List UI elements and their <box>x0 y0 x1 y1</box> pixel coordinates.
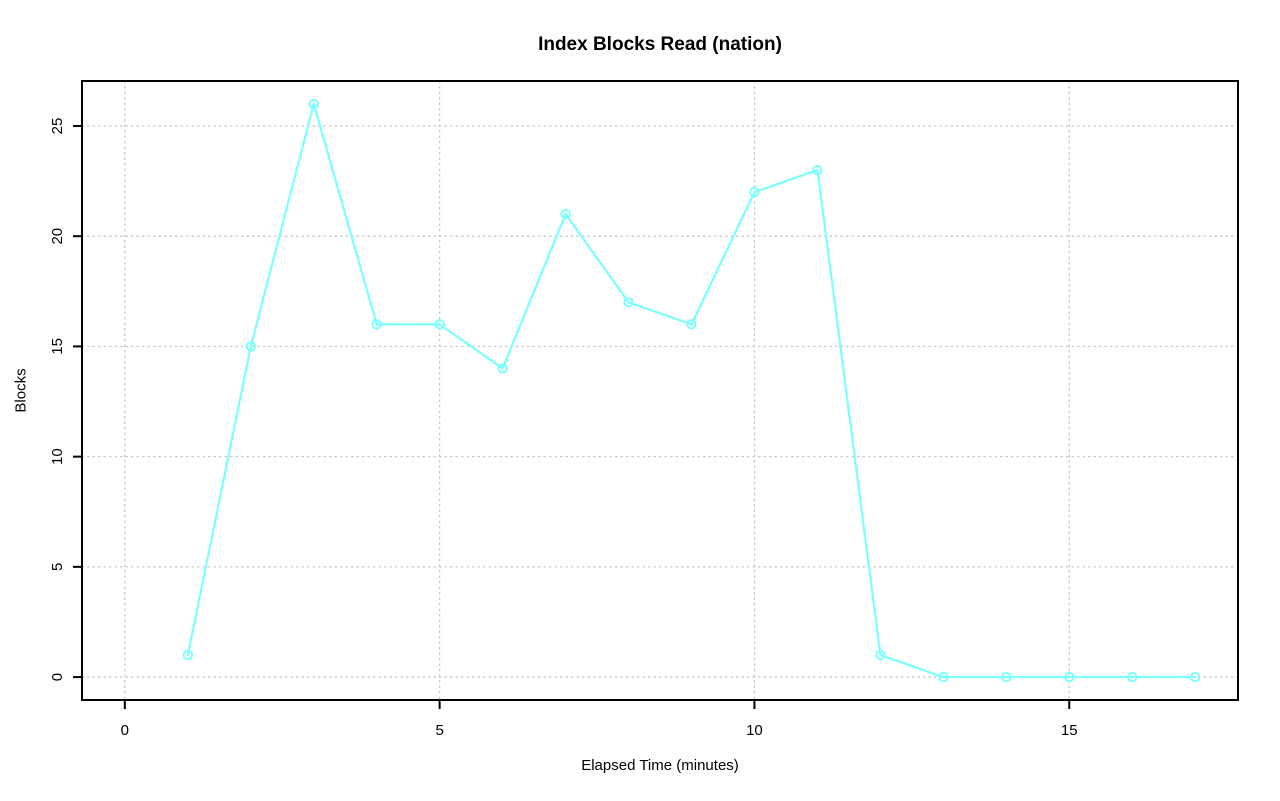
data-point <box>308 98 319 110</box>
y-tick-label: 0 <box>49 673 66 681</box>
data-point <box>749 186 760 198</box>
x-tick-label: 0 <box>121 722 129 739</box>
data-point <box>938 671 949 683</box>
x-tick-label: 5 <box>435 722 443 739</box>
data-point <box>1189 671 1201 683</box>
plot-box <box>81 80 1239 701</box>
y-axis-ticks: 0 5 10 15 20 25 <box>49 118 82 681</box>
y-tick-label: 15 <box>49 338 66 355</box>
data-point <box>245 341 256 352</box>
data-line <box>186 102 1197 679</box>
data-point <box>371 319 382 330</box>
x-tick-label: 10 <box>746 722 763 739</box>
data-point <box>1064 671 1075 683</box>
data-point <box>497 363 508 374</box>
y-tick-label: 5 <box>49 563 66 571</box>
y-tick-label: 25 <box>49 118 66 135</box>
data-point <box>1127 671 1138 683</box>
data-point <box>686 319 697 330</box>
chart-title: Index Blocks Read (nation) <box>538 34 782 55</box>
x-axis-ticks: 0 5 10 15 <box>121 700 1078 739</box>
x-axis-label: Elapsed Time (minutes) <box>581 757 739 774</box>
data-point <box>560 208 571 220</box>
y-tick-label: 20 <box>49 228 66 245</box>
x-tick-label: 15 <box>1061 722 1078 739</box>
data-points <box>182 98 1201 683</box>
data-point <box>434 319 445 330</box>
data-point <box>812 164 823 176</box>
data-point <box>875 649 886 661</box>
gridlines <box>81 80 1239 701</box>
data-point <box>623 297 634 308</box>
y-tick-label: 10 <box>49 448 66 465</box>
data-point <box>1001 671 1012 683</box>
data-point <box>182 649 193 661</box>
